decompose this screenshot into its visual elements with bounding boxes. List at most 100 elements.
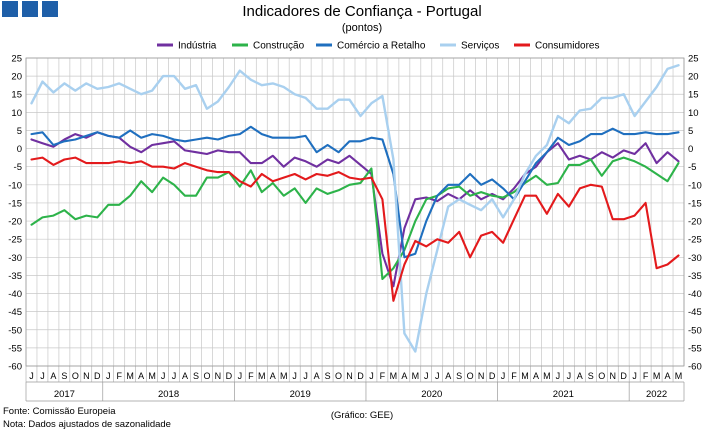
logo-block-3 xyxy=(42,1,58,17)
x-tick-label-month: A xyxy=(401,371,407,381)
logo-block-1 xyxy=(2,1,18,17)
y-tick-label-left: -10 xyxy=(8,180,22,191)
x-tick-label-month: A xyxy=(182,371,188,381)
y-tick-label-left: 0 xyxy=(17,144,22,155)
x-tick-label-month: O xyxy=(467,371,474,381)
x-tick-label-month: J xyxy=(161,371,166,381)
y-tick-label-left: 20 xyxy=(11,72,22,83)
x-tick-label-month: A xyxy=(665,371,671,381)
y-tick-label-right: 5 xyxy=(688,126,693,137)
x-tick-label-month: D xyxy=(489,371,496,381)
y-tick-label-right: -45 xyxy=(688,307,702,318)
x-tick-label-month: A xyxy=(533,371,539,381)
legend-entry: Serviços xyxy=(461,41,499,52)
y-tick-label-left: -40 xyxy=(8,289,22,300)
x-tick-label-month: J xyxy=(292,371,297,381)
y-axis-left: -60-55-50-45-40-35-30-25-20-15-10-505101… xyxy=(8,54,22,373)
x-tick-label-month: J xyxy=(435,371,440,381)
y-tick-label-right: -15 xyxy=(688,198,702,209)
y-tick-label-left: -50 xyxy=(8,325,22,336)
x-tick-label-month: N xyxy=(609,371,616,381)
x-tick-label-month: D xyxy=(226,371,233,381)
y-tick-label-left: -5 xyxy=(14,162,22,173)
x-tick-label-year: 2020 xyxy=(421,389,442,400)
x-tick-label-month: M xyxy=(653,371,661,381)
x-tick-label-month: M xyxy=(412,371,420,381)
y-tick-label-left: -60 xyxy=(8,362,22,373)
source-note: Fonte: Comissão Europeia xyxy=(3,406,116,417)
x-tick-label-month: J xyxy=(501,371,506,381)
x-tick-label-month: S xyxy=(588,371,594,381)
x-tick-label-month: J xyxy=(172,371,177,381)
x-tick-label-month: M xyxy=(126,371,134,381)
y-tick-label-right: -5 xyxy=(688,162,696,173)
x-tick-label-month: N xyxy=(478,371,485,381)
x-tick-label-month: J xyxy=(303,371,308,381)
chart-title: Indicadores de Confiança - Portugal xyxy=(242,3,481,20)
legend-entry: Construção xyxy=(253,41,305,52)
x-tick-label-month: M xyxy=(543,371,551,381)
x-tick-label-month: J xyxy=(424,371,429,381)
y-tick-label-left: -55 xyxy=(8,343,22,354)
gridlines xyxy=(25,57,685,367)
legend-entry: Indústria xyxy=(178,41,217,52)
y-tick-label-left: -45 xyxy=(8,307,22,318)
x-tick-label-month: F xyxy=(643,371,649,381)
x-tick-label-year: 2018 xyxy=(158,389,179,400)
series-lines xyxy=(30,63,680,353)
y-tick-label-right: -50 xyxy=(688,325,702,336)
x-tick-label-month: N xyxy=(83,371,90,381)
x-tick-label-month: A xyxy=(270,371,276,381)
x-tick-label-month: N xyxy=(346,371,353,381)
y-tick-label-right: -55 xyxy=(688,343,702,354)
x-tick-label-month: N xyxy=(215,371,222,381)
chart-subtitle: (pontos) xyxy=(342,22,382,34)
series-line xyxy=(30,156,680,302)
x-tick-label-month: M xyxy=(675,371,683,381)
x-tick-label-month: A xyxy=(445,371,451,381)
y-tick-label-right: 10 xyxy=(688,108,699,119)
x-tick-label-month: S xyxy=(193,371,199,381)
x-tick-label-month: D xyxy=(357,371,364,381)
x-tick-label-month: J xyxy=(29,371,34,381)
x-tick-label-year: 2022 xyxy=(646,389,667,400)
y-axis-right: -60-55-50-45-40-35-30-25-20-15-10-505101… xyxy=(688,54,702,373)
x-tick-label-month: M xyxy=(280,371,288,381)
x-tick-label-month: M xyxy=(148,371,156,381)
series-line xyxy=(30,131,680,288)
x-tick-label-month: J xyxy=(238,371,243,381)
x-tick-label-month: A xyxy=(138,371,144,381)
y-tick-label-right: 20 xyxy=(688,72,699,83)
y-tick-label-left: 25 xyxy=(11,54,22,65)
y-tick-label-left: 15 xyxy=(11,90,22,101)
x-tick-label-month: O xyxy=(203,371,210,381)
y-tick-label-right: 0 xyxy=(688,144,693,155)
x-tick-label-month: J xyxy=(40,371,45,381)
x-tick-label-month: J xyxy=(567,371,572,381)
y-tick-label-right: -25 xyxy=(688,235,702,246)
x-tick-label-month: A xyxy=(314,371,320,381)
adjustment-note: Nota: Dados ajustados de sazonalidade xyxy=(3,419,171,430)
x-tick-label-month: A xyxy=(577,371,583,381)
x-tick-label-month: M xyxy=(390,371,398,381)
y-tick-label-left: 10 xyxy=(11,108,22,119)
y-tick-label-right: -20 xyxy=(688,217,702,228)
x-tick-label-month: A xyxy=(50,371,56,381)
x-tick-label-month: J xyxy=(106,371,111,381)
y-tick-label-left: -35 xyxy=(8,271,22,282)
x-tick-label-year: 2019 xyxy=(290,389,311,400)
x-tick-label-month: O xyxy=(335,371,342,381)
x-tick-label-month: M xyxy=(258,371,266,381)
x-tick-label-month: S xyxy=(61,371,67,381)
y-tick-label-right: -35 xyxy=(688,271,702,282)
series-line xyxy=(30,156,680,281)
series-line xyxy=(30,63,680,353)
x-tick-label-month: F xyxy=(116,371,122,381)
x-tick-label-month: J xyxy=(369,371,374,381)
y-tick-label-left: -25 xyxy=(8,235,22,246)
x-tick-label-month: F xyxy=(380,371,386,381)
y-tick-label-right: -30 xyxy=(688,253,702,264)
credit-note: (Gráfico: GEE) xyxy=(331,410,393,421)
x-tick-label-month: O xyxy=(598,371,605,381)
y-tick-label-right: -60 xyxy=(688,362,702,373)
